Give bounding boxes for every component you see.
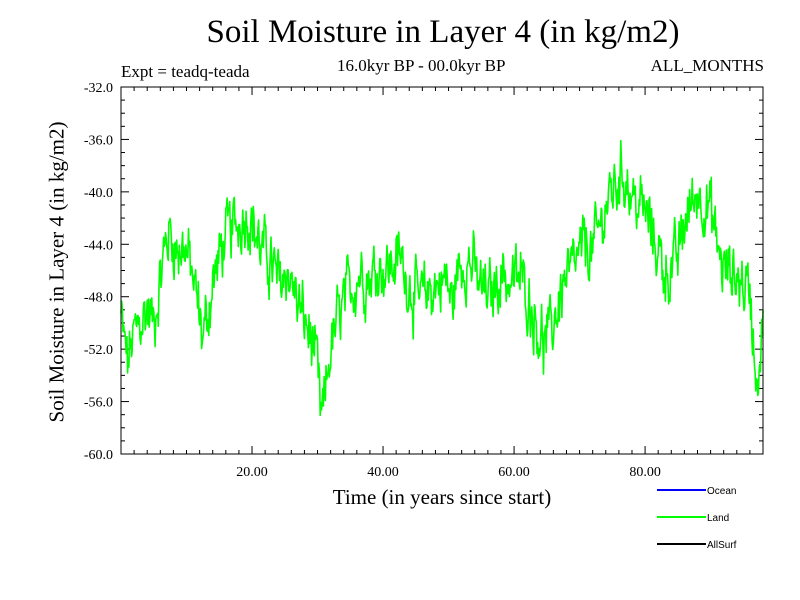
experiment-label: Expt = teadq-teada (121, 62, 250, 81)
x-tick-label: 40.00 (367, 465, 399, 480)
y-tick-label: -32.0 (84, 81, 113, 96)
months-label: ALL_MONTHS (650, 56, 764, 75)
x-axis-label: Time (in years since start) (332, 485, 552, 509)
period-label: 16.0kyr BP - 00.0kyr BP (337, 56, 506, 75)
series-line-land (120, 139, 764, 417)
series-layer (120, 139, 764, 417)
y-tick-label: -52.0 (84, 343, 113, 358)
y-tick-label: -48.0 (84, 291, 113, 306)
chart-title: Soil Moisture in Layer 4 (in kg/m2) (206, 14, 680, 50)
y-tick-label: -56.0 (84, 396, 113, 411)
legend-label-land: Land (707, 513, 729, 524)
plot-frame (120, 86, 764, 455)
y-tick-label: -44.0 (84, 238, 113, 253)
y-tick-label: -60.0 (84, 448, 113, 463)
y-tick-label: -36.0 (84, 133, 113, 148)
tick-labels: -60.0 -56.0 -52.0 -48.0 -44.0 -40.0 -36.0 -32.0… (84, 81, 661, 480)
x-tick-label: 60.00 (498, 465, 530, 480)
legend: Ocean Land AllSurf (657, 486, 737, 551)
x-tick-label: 20.00 (236, 465, 268, 480)
legend-label-allsurf: AllSurf (707, 540, 737, 551)
legend-label-ocean: Ocean (707, 486, 736, 497)
x-tick-label: 80.00 (629, 465, 661, 480)
y-tick-label: -40.0 (84, 186, 113, 201)
